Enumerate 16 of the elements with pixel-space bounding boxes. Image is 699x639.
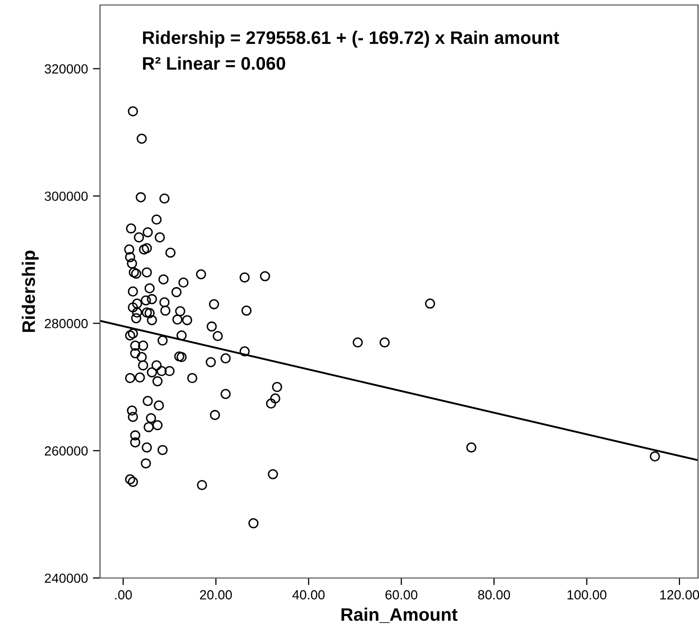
- y-tick-label: 240000: [44, 574, 88, 583]
- x-tick-label: 120.00: [660, 590, 699, 600]
- x-tick-label: 40.00: [292, 590, 325, 600]
- y-tick-label: 300000: [44, 192, 88, 201]
- annotation: R² Linear = 0.060: [143, 56, 286, 70]
- x-tick-label: .00: [115, 590, 132, 600]
- y-axis-title: Ridership: [22, 250, 39, 332]
- y-tick-label: 320000: [44, 64, 88, 74]
- x-tick-label: 80.00: [478, 590, 510, 600]
- x-tick-label: 100.00: [568, 590, 606, 600]
- x-tick-label: 20.00: [200, 590, 232, 600]
- y-tick-label: 260000: [44, 446, 88, 456]
- x-axis-title: Rain_Amount: [342, 608, 458, 623]
- annotation: Ridership = 279558.61 + (- 169.72) x Rain amount: [143, 30, 560, 48]
- y-tick-label: 280000: [44, 318, 88, 328]
- x-tick-label: 60.00: [385, 590, 418, 600]
